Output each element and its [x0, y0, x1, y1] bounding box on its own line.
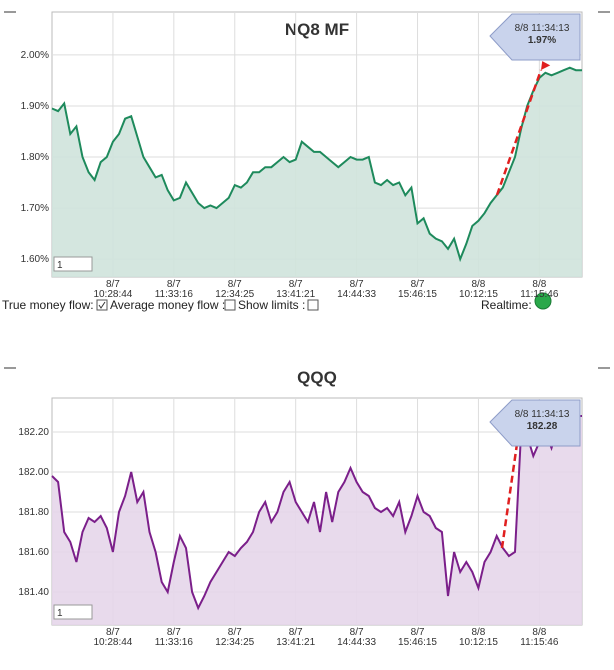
- tooltip-value: 1.97%: [528, 35, 556, 46]
- x-tick-label: 8/8 11:15:46: [520, 627, 559, 648]
- label: Average money flow :: [110, 298, 225, 312]
- x-tick-label: 8/7 13:41:21: [276, 627, 315, 648]
- x-tick-label: 8/7 11:33:16: [155, 627, 194, 648]
- x-tick-label: 8/7 13:41:21: [276, 279, 315, 300]
- input-value: 1: [57, 260, 63, 271]
- tooltip-value: 182.28: [527, 421, 558, 432]
- chart-title: NQ8 MF: [285, 20, 349, 39]
- area: [52, 67, 582, 277]
- x-tick-label: 8/7 10:28:44: [93, 627, 132, 648]
- x-tick-label: 8/7 14:44:33: [337, 279, 376, 300]
- y-tick-label: 1.90%: [21, 101, 49, 112]
- checkbox[interactable]: [96, 299, 108, 311]
- x-tick-label: 8/8 11:15:46: [520, 279, 559, 300]
- x-tick-label: 8/7 10:28:44: [93, 279, 132, 300]
- y-tick-label: 182.20: [18, 427, 49, 438]
- y-tick-label: 1.60%: [21, 254, 49, 265]
- y-tick-label: 2.00%: [21, 50, 49, 61]
- line: [51, 415, 582, 611]
- input-box: [53, 256, 93, 272]
- label: Realtime:: [481, 298, 532, 312]
- y-tick-label: 1.80%: [21, 152, 49, 163]
- label: True money flow:: [2, 298, 94, 312]
- x-tick-label: 8/7 15:46:15: [398, 279, 437, 300]
- x-tick-label: 8/7 12:34:25: [215, 627, 254, 648]
- tooltip: [489, 399, 581, 447]
- chart-title: QQQ: [297, 368, 337, 387]
- controls: True money flow: Average money flow : Sh…: [2, 292, 552, 312]
- annotation-arrow: [495, 69, 543, 196]
- realtime-indicator: [534, 292, 552, 310]
- x-tick-label: 8/7 12:34:25: [215, 279, 254, 300]
- y-tick-label: 1.70%: [21, 203, 49, 214]
- x-tick-label: 8/7 14:44:33: [337, 627, 376, 648]
- checkbox[interactable]: [307, 299, 319, 311]
- tooltip-time: 8/8 11:34:13: [515, 409, 570, 420]
- tooltip: [489, 13, 581, 61]
- line: [51, 66, 582, 263]
- check: [98, 301, 106, 309]
- y-tick-label: 182.00: [18, 467, 49, 478]
- x-tick-label: 8/7 11:33:16: [155, 279, 194, 300]
- tooltip-time: 8/8 11:34:13: [515, 23, 570, 34]
- arrow-head: [541, 61, 551, 70]
- label: Show limits :: [238, 298, 305, 312]
- y-tick-label: 181.40: [18, 587, 49, 598]
- x-tick-label: 8/8 10:12:15: [459, 279, 498, 300]
- input-value: 1: [57, 608, 63, 619]
- x-tick-label: 8/8 10:12:15: [459, 627, 498, 648]
- input-box: [53, 604, 93, 620]
- checkbox[interactable]: [224, 299, 236, 311]
- y-tick-label: 181.80: [18, 507, 49, 518]
- x-tick-label: 8/7 15:46:15: [398, 627, 437, 648]
- y-tick-label: 181.60: [18, 547, 49, 558]
